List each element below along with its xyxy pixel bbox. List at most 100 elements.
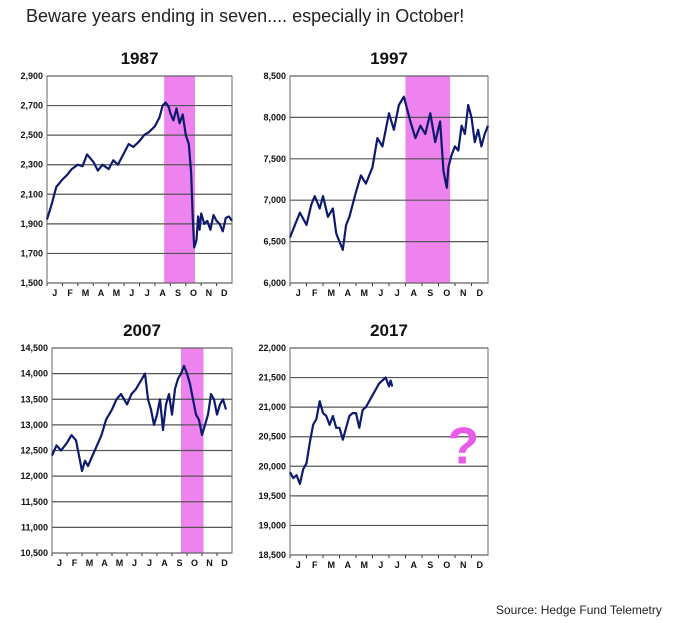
x-tick-label: J <box>129 288 134 298</box>
x-tick-label: J <box>147 558 152 568</box>
y-tick-label: 13,500 <box>20 394 48 404</box>
plot-area <box>47 76 232 283</box>
y-tick-label: 13,000 <box>20 420 48 430</box>
x-tick-label: A <box>98 288 105 298</box>
y-tick-label: 19,500 <box>258 491 286 501</box>
x-tick-label: D <box>477 288 484 298</box>
index-line-series <box>288 95 490 251</box>
october-highlight-band <box>405 76 451 283</box>
x-tick-label: J <box>57 558 62 568</box>
x-tick-label: A <box>161 558 168 568</box>
y-tick-label: 11,000 <box>21 522 48 532</box>
x-tick-label: S <box>175 288 181 298</box>
x-tick-label: A <box>345 560 352 570</box>
y-tick-label: 11,500 <box>21 497 48 507</box>
y-tick-label: 19,000 <box>258 520 286 530</box>
y-tick-label: 8,500 <box>263 71 286 81</box>
y-tick-label: 10,500 <box>20 548 48 558</box>
x-tick-label: D <box>221 558 228 568</box>
x-tick-label: N <box>206 558 213 568</box>
y-tick-label: 2,700 <box>20 101 43 111</box>
y-tick-label: 7,500 <box>263 154 286 164</box>
chart-title: 1997 <box>370 49 408 68</box>
x-tick-label: S <box>427 560 433 570</box>
x-tick-label: M <box>361 560 369 570</box>
index-line-series <box>289 376 394 486</box>
x-tick-label: F <box>312 288 318 298</box>
x-tick-label: M <box>86 558 94 568</box>
x-tick-label: D <box>477 560 484 570</box>
y-tick-label: 20,000 <box>258 461 286 471</box>
plot-border <box>46 75 233 284</box>
y-tick-label: 22,000 <box>258 343 286 353</box>
index-line-series <box>45 101 233 249</box>
y-tick-label: 1,900 <box>20 219 43 229</box>
x-tick-label: J <box>395 560 400 570</box>
plot-area <box>290 76 488 283</box>
x-tick-label: N <box>460 560 467 570</box>
x-tick-label: O <box>190 288 197 298</box>
x-tick-label: O <box>443 288 450 298</box>
question-mark-annotation: ? <box>447 417 479 475</box>
y-tick-label: 21,000 <box>258 402 286 412</box>
chart-title: 1987 <box>121 49 159 68</box>
x-tick-label: J <box>296 560 301 570</box>
plot-border <box>289 75 489 284</box>
x-tick-label: A <box>411 288 418 298</box>
x-tick-label: F <box>72 558 78 568</box>
y-tick-label: 12,500 <box>20 446 48 456</box>
x-tick-label: N <box>206 288 213 298</box>
y-tick-label: 2,100 <box>20 189 43 199</box>
x-tick-label: J <box>296 288 301 298</box>
y-tick-label: 2,900 <box>20 71 43 81</box>
y-tick-label: 2,500 <box>20 130 43 140</box>
plot-border <box>51 347 233 554</box>
source-caption: Source: Hedge Fund Telemetry <box>496 603 662 617</box>
x-tick-label: M <box>82 288 90 298</box>
x-tick-label: S <box>176 558 182 568</box>
x-tick-label: D <box>221 288 228 298</box>
plot-border <box>289 347 489 556</box>
x-tick-label: S <box>427 288 433 298</box>
x-tick-label: J <box>378 560 383 570</box>
y-tick-label: 21,500 <box>258 373 286 383</box>
index-line-series <box>50 364 228 473</box>
y-tick-label: 7,000 <box>263 195 286 205</box>
x-tick-label: M <box>116 558 124 568</box>
x-tick-label: J <box>132 558 137 568</box>
y-tick-label: 1,700 <box>20 248 43 258</box>
x-tick-label: O <box>191 558 198 568</box>
chart-title: 2017 <box>370 321 408 340</box>
x-tick-label: J <box>378 288 383 298</box>
x-tick-label: A <box>101 558 108 568</box>
y-tick-label: 14,500 <box>20 343 48 353</box>
y-tick-label: 1,500 <box>20 278 43 288</box>
x-tick-label: J <box>395 288 400 298</box>
x-tick-label: O <box>443 560 450 570</box>
x-tick-label: A <box>411 560 418 570</box>
x-tick-label: A <box>345 288 352 298</box>
x-tick-label: J <box>145 288 150 298</box>
x-tick-label: N <box>460 288 467 298</box>
x-tick-label: M <box>328 560 336 570</box>
y-tick-label: 8,000 <box>263 112 286 122</box>
x-tick-label: F <box>312 560 318 570</box>
x-tick-label: J <box>52 288 57 298</box>
x-tick-label: M <box>113 288 121 298</box>
y-tick-label: 6,000 <box>263 278 286 288</box>
y-tick-label: 20,500 <box>258 432 286 442</box>
y-tick-label: 6,500 <box>263 237 286 247</box>
x-tick-label: M <box>328 288 336 298</box>
chart-title: 2007 <box>123 321 161 340</box>
y-tick-label: 18,500 <box>258 550 286 560</box>
x-tick-label: M <box>361 288 369 298</box>
x-tick-label: F <box>67 288 73 298</box>
headline: Beware years ending in seven.... especia… <box>26 6 465 26</box>
y-tick-label: 12,000 <box>20 471 48 481</box>
x-tick-label: A <box>159 288 166 298</box>
y-tick-label: 2,300 <box>20 160 43 170</box>
